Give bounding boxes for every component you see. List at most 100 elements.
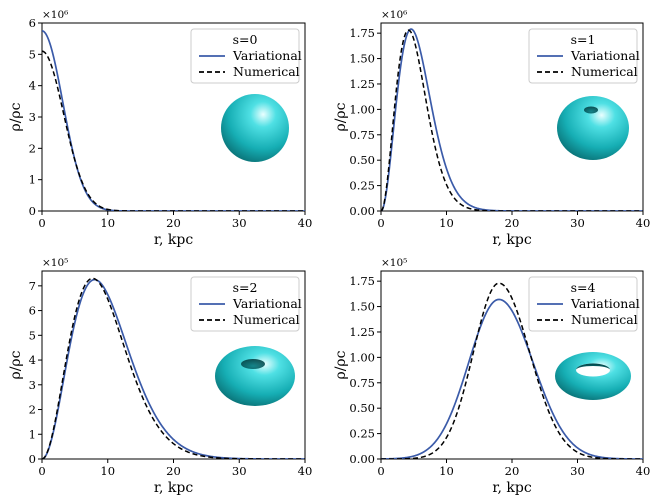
y-tick-label: 1.50: [349, 300, 375, 314]
x-tick-label: 20: [505, 464, 520, 478]
y-multiplier: ×10⁶: [381, 9, 407, 21]
y-axis-label: ρ/ρc: [8, 102, 24, 131]
x-tick-label: 10: [439, 464, 454, 478]
x-tick-label: 20: [166, 464, 181, 478]
x-tick-label: 40: [636, 216, 651, 230]
y-tick-label: 0.50: [349, 153, 375, 167]
legend-title: s=2: [233, 280, 258, 295]
legend-box: [528, 28, 638, 84]
y-tick-label: 5: [29, 328, 36, 342]
x-tick-label: 30: [232, 464, 247, 478]
chart-panel-1: 0 10 20 30 40 0 1 2 3 4 5 6 ×10⁶ r, kpc ρ/ρc s=0Variati…: [8, 9, 312, 248]
x-tick-label: 0: [377, 464, 384, 478]
torus-dimple-icon: [215, 346, 295, 406]
series-line-numerical: [381, 29, 643, 211]
series-group: [381, 282, 643, 459]
y-tick-label: 1.00: [349, 350, 375, 364]
y-multiplier: ×10⁵: [42, 257, 68, 269]
x-tick-label: 10: [100, 464, 115, 478]
x-tick-label: 0: [377, 216, 384, 230]
y-tick-label: 6: [29, 304, 36, 318]
y-tick-label: 1: [29, 427, 36, 441]
chart-panel-3: 0 10 20 30 40 0 1 2 3 4 5 6 7 ×10⁵ r, kpc ρ/ρc s=2Variat…: [8, 257, 312, 495]
x-axis-label: r, kpc: [492, 232, 532, 248]
x-tick-label: 30: [570, 464, 585, 478]
y-axis-label: ρ/ρc: [8, 350, 24, 379]
series-line-variational: [381, 28, 643, 211]
x-tick-label: 20: [505, 216, 520, 230]
x-axis-label: r, kpc: [154, 232, 194, 248]
y-tick-label: 4: [29, 353, 36, 367]
y-tick-label: 7: [29, 279, 36, 293]
y-tick-label: 2: [29, 141, 36, 155]
legend-box: [190, 28, 300, 84]
y-multiplier: ×10⁶: [42, 9, 68, 21]
y-tick-label: 2: [29, 403, 36, 417]
x-tick-label: 10: [100, 216, 115, 230]
legend-entry: Numerical: [233, 312, 300, 327]
legend-title: s=0: [233, 32, 258, 47]
x-tick-label: 30: [232, 216, 247, 230]
chart-panel-4: 0 10 20 30 40 0.00 0.25 0.50 0.75 1.00 1.25 1.50 1.7…: [333, 257, 650, 495]
y-tick-label: 0.25: [349, 179, 375, 193]
y-tick-label: 0.25: [349, 427, 375, 441]
y-tick-label: 4: [29, 79, 36, 93]
torus-icon: [555, 352, 631, 400]
sphere-icon: [221, 94, 289, 162]
series-line-numerical: [42, 277, 305, 459]
y-tick-label: 0.50: [349, 401, 375, 415]
y-tick-label: 0: [29, 204, 36, 218]
legend-entry: Variational: [570, 296, 640, 311]
y-tick-label: 1.25: [349, 325, 375, 339]
x-tick-label: 40: [298, 216, 313, 230]
y-tick-label: 0.75: [349, 128, 375, 142]
legend-entry: Numerical: [571, 312, 638, 327]
series-line-numerical: [42, 50, 305, 211]
y-tick-label: 0.00: [349, 452, 375, 466]
legend-entry: Numerical: [571, 64, 638, 79]
y-tick-label: 1.25: [349, 77, 375, 91]
y-multiplier: ×10⁵: [381, 257, 407, 269]
dimpled-sphere-icon: [557, 96, 629, 160]
y-axis-label: ρ/ρc: [333, 350, 349, 379]
series-line-variational: [381, 298, 643, 459]
x-axis-label: r, kpc: [154, 480, 194, 495]
y-tick-label: 3: [29, 378, 36, 392]
x-tick-label: 40: [636, 464, 651, 478]
x-tick-label: 30: [570, 216, 585, 230]
x-tick-label: 0: [38, 216, 45, 230]
series-group: [42, 29, 305, 211]
y-tick-label: 0.75: [349, 376, 375, 390]
series-line-numerical: [381, 282, 643, 459]
y-tick-label: 3: [29, 110, 36, 124]
legend-title: s=4: [571, 280, 596, 295]
x-tick-label: 20: [166, 216, 181, 230]
y-tick-label: 1.50: [349, 52, 375, 66]
y-tick-label: 6: [29, 16, 36, 30]
series-line-variational: [42, 278, 305, 459]
y-tick-label: 1.00: [349, 102, 375, 116]
y-tick-label: 5: [29, 47, 36, 61]
series-group: [381, 28, 643, 211]
y-tick-label: 1.75: [349, 274, 375, 288]
legend-entry: Variational: [232, 48, 302, 63]
legend-box: [528, 276, 638, 332]
legend-title: s=1: [571, 32, 596, 47]
x-tick-label: 0: [38, 464, 45, 478]
legend-entry: Variational: [232, 296, 302, 311]
x-tick-label: 10: [439, 216, 454, 230]
legend-entry: Variational: [570, 48, 640, 63]
y-axis-label: ρ/ρc: [333, 102, 349, 131]
y-tick-label: 0: [29, 452, 36, 466]
legend-box: [190, 276, 300, 332]
legend-entry: Numerical: [233, 64, 300, 79]
series-group: [42, 277, 305, 459]
y-tick-label: 1: [29, 173, 36, 187]
y-tick-label: 0.00: [349, 204, 375, 218]
x-axis-label: r, kpc: [492, 480, 532, 495]
